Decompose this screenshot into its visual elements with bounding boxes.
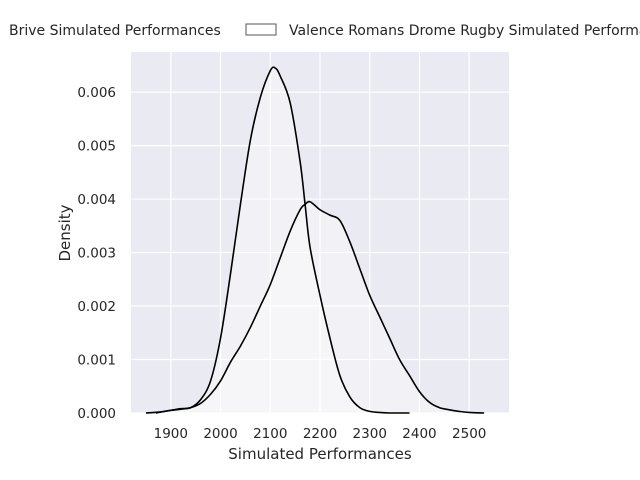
x-tick-label: 2000 [203,426,237,442]
x-axis-label: Simulated Performances [228,445,412,463]
legend-label-valence: Valence Romans Drome Rugby Simulated Per… [289,23,640,39]
y-tick-label: 0.001 [77,353,116,369]
y-tick-label: 0.005 [77,139,116,155]
density-areas [145,67,485,413]
x-tick-labels: 1900 2000 2100 2200 2300 2400 2500 [154,426,487,442]
y-axis-label: Density [56,204,74,261]
y-tick-label: 0.000 [77,406,116,422]
x-tick-label: 2400 [402,426,436,442]
x-tick-label: 2300 [353,426,387,442]
grid-lines [131,52,509,414]
y-tick-label: 0.002 [77,299,116,315]
x-tick-label: 2200 [303,426,337,442]
density-line-brive [145,66,410,414]
density-area-valence [155,201,485,413]
x-tick-label: 2100 [253,426,287,442]
density-lines [145,66,485,414]
x-tick-label: 1900 [154,426,188,442]
legend: Brive Simulated Performances Valence Rom… [9,23,640,39]
x-tick-label: 2500 [452,426,486,442]
density-line-valence [155,200,485,414]
y-tick-labels: 0.000 0.001 0.002 0.003 0.004 0.005 0.006 [77,85,116,422]
y-tick-label: 0.003 [77,246,116,262]
y-tick-label: 0.006 [77,85,116,101]
legend-label-brive: Brive Simulated Performances [9,23,221,39]
legend-swatch-valence [245,23,277,36]
y-tick-label: 0.004 [77,192,116,208]
density-area-brive [145,67,410,413]
